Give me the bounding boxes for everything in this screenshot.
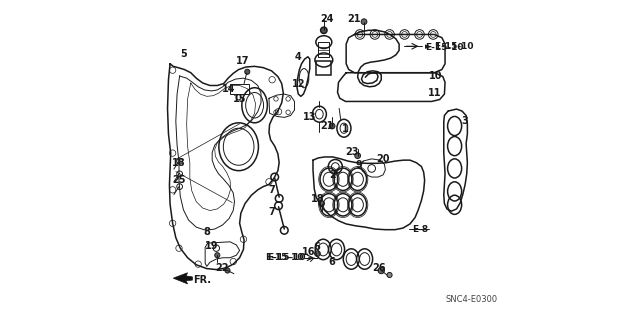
Text: 6: 6: [329, 256, 335, 267]
Text: E-8: E-8: [413, 225, 429, 234]
Text: 3: 3: [462, 115, 468, 126]
Circle shape: [215, 253, 220, 258]
Text: 14: 14: [222, 84, 236, 94]
Circle shape: [361, 19, 367, 25]
Circle shape: [315, 251, 320, 256]
Text: 21: 21: [320, 121, 334, 131]
Text: 17: 17: [236, 56, 250, 66]
Text: SNC4-E0300: SNC4-E0300: [445, 295, 497, 304]
Text: 11: 11: [428, 88, 442, 98]
Text: 24: 24: [321, 13, 334, 24]
Text: 12: 12: [292, 78, 305, 89]
Text: E-15-10: E-15-10: [266, 253, 304, 262]
Text: 10: 10: [429, 71, 442, 81]
Text: 7: 7: [269, 207, 276, 217]
Circle shape: [378, 267, 385, 274]
Text: E-15-10: E-15-10: [425, 43, 464, 52]
Bar: [319, 42, 329, 57]
Circle shape: [329, 123, 335, 129]
Circle shape: [225, 268, 230, 273]
Circle shape: [355, 153, 360, 159]
Circle shape: [321, 27, 327, 33]
Text: 23: 23: [345, 147, 358, 158]
Bar: [230, 84, 249, 94]
Text: 1: 1: [342, 124, 348, 134]
Circle shape: [387, 272, 392, 278]
Text: 25: 25: [172, 175, 186, 185]
Text: 7: 7: [268, 185, 275, 195]
Text: E-15-10: E-15-10: [267, 253, 305, 262]
Text: 26: 26: [372, 263, 386, 273]
Text: 6: 6: [314, 242, 320, 252]
Text: 2: 2: [330, 170, 336, 180]
Polygon shape: [173, 273, 193, 284]
Text: 18: 18: [310, 194, 324, 204]
Text: 15: 15: [233, 94, 246, 104]
Text: 16: 16: [302, 247, 316, 257]
Text: 4: 4: [295, 52, 301, 62]
Text: 22: 22: [215, 263, 228, 273]
Text: 19: 19: [205, 241, 218, 251]
Text: 21: 21: [348, 13, 361, 24]
Circle shape: [319, 201, 324, 206]
Text: 5: 5: [180, 48, 187, 59]
Text: 8: 8: [204, 227, 210, 237]
Text: 13: 13: [303, 112, 317, 122]
Text: 20: 20: [376, 154, 390, 164]
Text: 18: 18: [172, 158, 186, 168]
Bar: [316, 61, 332, 75]
Text: ► E-15-10: ► E-15-10: [424, 42, 473, 51]
Circle shape: [244, 69, 250, 74]
Text: 9: 9: [356, 160, 362, 170]
Text: FR.: FR.: [193, 275, 211, 285]
